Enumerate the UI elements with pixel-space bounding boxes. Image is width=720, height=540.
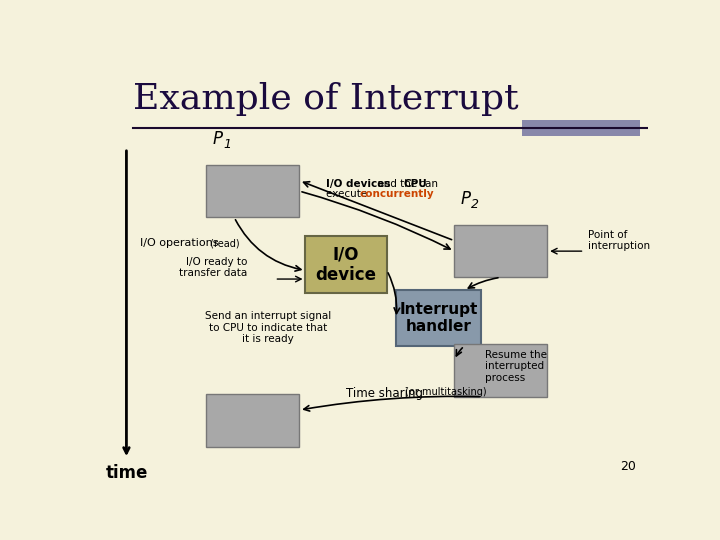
Text: Example of Interrupt: Example of Interrupt bbox=[132, 82, 518, 116]
Bar bbox=[206, 165, 300, 217]
Text: (or multitasking): (or multitasking) bbox=[402, 387, 487, 397]
Text: CPU: CPU bbox=[404, 179, 428, 189]
Text: Send an interrupt signal
to CPU to indicate that
it is ready: Send an interrupt signal to CPU to indic… bbox=[205, 311, 331, 345]
Bar bbox=[523, 120, 640, 136]
Text: (read): (read) bbox=[207, 238, 240, 248]
Text: 1: 1 bbox=[223, 138, 231, 151]
Text: I/O
device: I/O device bbox=[315, 245, 377, 284]
Bar bbox=[454, 345, 547, 397]
Text: Interrupt
handler: Interrupt handler bbox=[400, 302, 478, 334]
Text: concurrently: concurrently bbox=[360, 189, 434, 199]
Text: and the: and the bbox=[374, 179, 421, 189]
Bar bbox=[454, 225, 547, 278]
Text: time: time bbox=[106, 464, 148, 482]
Text: I/O ready to
transfer data: I/O ready to transfer data bbox=[179, 256, 248, 278]
Text: P: P bbox=[461, 190, 470, 208]
Text: execute: execute bbox=[326, 189, 371, 199]
Text: I/O devices: I/O devices bbox=[326, 179, 391, 189]
Text: 2: 2 bbox=[472, 198, 480, 211]
Text: Resume the
interrupted
process: Resume the interrupted process bbox=[485, 350, 547, 383]
Text: I/O operations: I/O operations bbox=[140, 238, 219, 248]
Bar bbox=[305, 236, 387, 294]
Bar bbox=[206, 394, 300, 447]
Text: can: can bbox=[416, 179, 438, 189]
Text: 20: 20 bbox=[621, 460, 636, 473]
Bar bbox=[396, 291, 482, 346]
Text: P: P bbox=[212, 130, 222, 148]
Text: Time sharing: Time sharing bbox=[346, 387, 423, 400]
Text: Point of
interruption: Point of interruption bbox=[588, 230, 649, 252]
